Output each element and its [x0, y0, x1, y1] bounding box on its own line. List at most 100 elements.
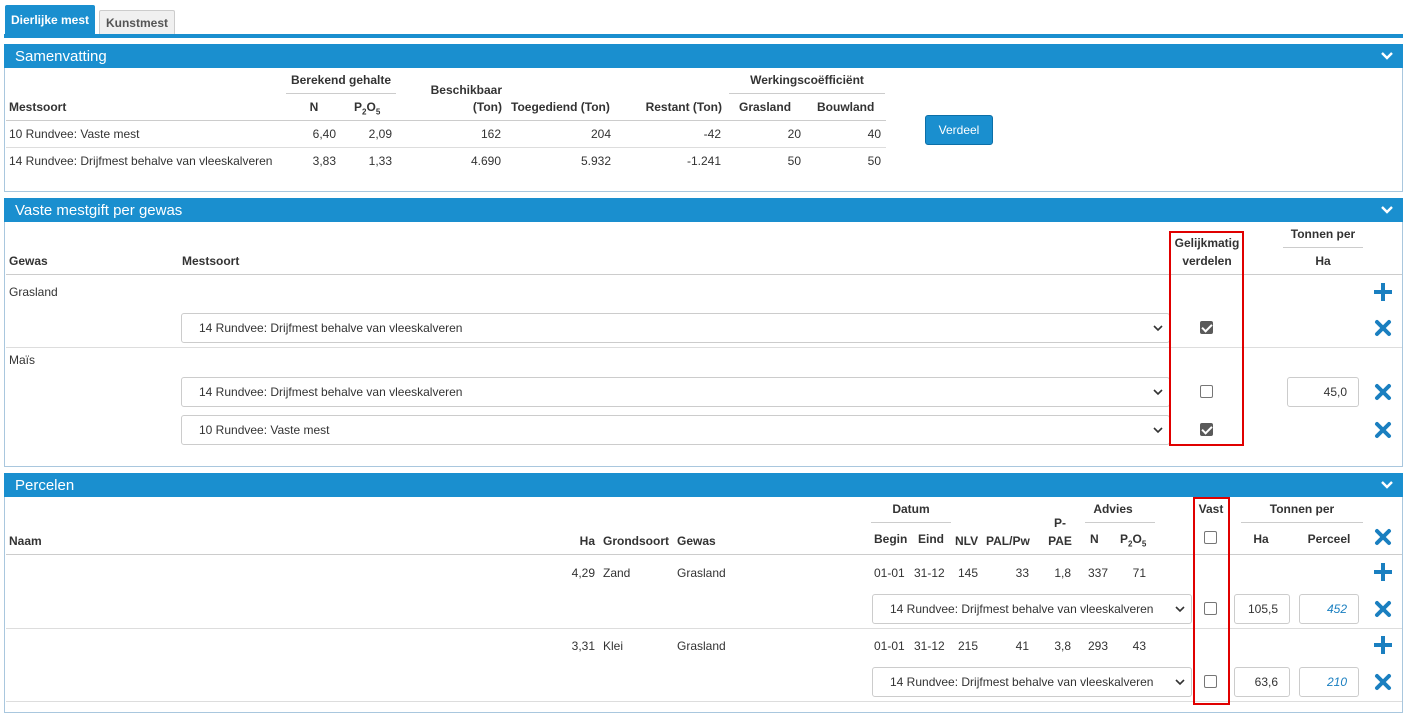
vast-all-checkbox[interactable] — [1204, 531, 1217, 544]
header-gewas: Gewas — [9, 254, 48, 268]
plus-icon[interactable] — [1373, 562, 1393, 582]
cell-p2o5: 2,09 — [368, 127, 392, 141]
row-divider — [6, 701, 1402, 702]
select-value: 14 Rundvee: Drijfmest behalve van vleesk… — [199, 385, 463, 399]
chevron-down-icon[interactable] — [1381, 51, 1393, 61]
cell-n: 337 — [1088, 566, 1109, 580]
close-icon[interactable] — [1374, 600, 1392, 618]
select-value: 14 Rundvee: Drijfmest behalve van vleesk… — [890, 602, 1154, 616]
cell-beschikbaar: 162 — [480, 127, 501, 141]
cell-grasland: 50 — [787, 154, 801, 168]
cell-eind: 31-12 — [914, 639, 945, 653]
tonnen-per-perceel-input[interactable]: 210 — [1299, 667, 1359, 697]
cell-grondsoort: Klei — [603, 639, 624, 653]
vast-checkbox[interactable] — [1204, 602, 1217, 615]
header-restant: Restant (Ton) — [645, 100, 722, 114]
header-divider — [1085, 522, 1155, 523]
samenvatting-header[interactable]: Samenvatting — [4, 44, 1403, 68]
header-divider — [871, 522, 951, 523]
tab-underline — [4, 34, 1403, 38]
tonnen-per-ha-input[interactable]: 105,5 — [1234, 594, 1290, 624]
cell-beschikbaar: 4.690 — [470, 154, 501, 168]
cell-p2o5: 1,33 — [368, 154, 392, 168]
panel-title: Samenvatting — [15, 47, 107, 65]
cell-nlv: 215 — [958, 639, 979, 653]
chevron-down-icon[interactable] — [1381, 205, 1393, 215]
table-header-divider — [6, 554, 1402, 555]
vaste-mestgift-header[interactable]: Vaste mestgift per gewas — [4, 198, 1403, 222]
close-icon[interactable] — [1374, 383, 1392, 401]
mestsoort-select[interactable]: 14 Rundvee: Drijfmest behalve van vleesk… — [181, 377, 1170, 407]
header-p2o5: P2O5 — [1120, 532, 1147, 549]
select-arrow-icon — [1175, 606, 1185, 613]
mestsoort-select[interactable]: 14 Rundvee: Drijfmest behalve van vleesk… — [872, 667, 1192, 697]
header-ha: Ha — [579, 534, 595, 548]
row-divider — [6, 147, 886, 148]
cell-restant: -42 — [703, 127, 721, 141]
close-icon[interactable] — [1374, 528, 1392, 546]
mestsoort-select[interactable]: 14 Rundvee: Drijfmest behalve van vleesk… — [181, 313, 1170, 343]
close-icon[interactable] — [1374, 673, 1392, 691]
plus-icon[interactable] — [1373, 282, 1393, 302]
header-mestsoort: Mestsoort — [9, 100, 67, 114]
header-n: N — [309, 100, 319, 114]
tab-bar: Dierlijke mest Kunstmest — [0, 0, 1405, 38]
gelijkmatig-checkbox[interactable] — [1200, 321, 1213, 334]
group-gewas: Grasland — [9, 285, 58, 299]
cell-ha: 3,31 — [571, 639, 595, 653]
cell-p-pae: 1,8 — [1054, 566, 1071, 580]
verdeel-button[interactable]: Verdeel — [925, 115, 993, 145]
header-berekend-gehalte: Berekend gehalte — [290, 73, 392, 87]
cell-bouwland: 50 — [867, 154, 881, 168]
plus-icon[interactable] — [1373, 635, 1393, 655]
vast-checkbox[interactable] — [1204, 675, 1217, 688]
cell-ha: 4,29 — [571, 566, 595, 580]
select-arrow-icon — [1153, 389, 1163, 396]
header-beschikbaar-unit: (Ton) — [472, 100, 502, 114]
header-divider — [1283, 247, 1363, 248]
header-verdelen: verdelen — [1182, 254, 1232, 268]
cell-p-pae: 3,8 — [1054, 639, 1071, 653]
header-beschikbaar: Beschikbaar — [430, 83, 502, 97]
chevron-down-icon[interactable] — [1381, 480, 1393, 490]
cell-mestsoort: 10 Rundvee: Vaste mest — [9, 127, 140, 141]
header-toegediend: Toegediend (Ton) — [511, 100, 610, 114]
select-arrow-icon — [1153, 427, 1163, 434]
header-grasland: Grasland — [739, 100, 792, 114]
cell-gewas: Grasland — [677, 566, 726, 580]
cell-restant: -1.241 — [686, 154, 721, 168]
cell-n: 293 — [1088, 639, 1109, 653]
panel-title: Vaste mestgift per gewas — [15, 201, 183, 219]
header-n: N — [1090, 532, 1099, 546]
close-icon[interactable] — [1374, 421, 1392, 439]
mestsoort-select[interactable]: 10 Rundvee: Vaste mest — [181, 415, 1170, 445]
header-mestsoort: Mestsoort — [182, 254, 240, 268]
select-arrow-icon — [1153, 325, 1163, 332]
header-naam: Naam — [9, 534, 42, 548]
header-eind: Eind — [918, 532, 944, 546]
header-divider — [1241, 522, 1363, 523]
percelen-panel: Percelen Datum Advies Vast Tonnen per P-… — [4, 473, 1403, 713]
cell-mestsoort: 14 Rundvee: Drijfmest behalve van vleesk… — [9, 154, 273, 168]
cell-pal-pw: 33 — [1015, 566, 1029, 580]
cell-grasland: 20 — [787, 127, 801, 141]
header-gewas: Gewas — [677, 534, 716, 548]
cell-nlv: 145 — [958, 566, 979, 580]
percelen-header[interactable]: Percelen — [4, 473, 1403, 497]
tonnen-per-perceel-input[interactable]: 452 — [1299, 594, 1359, 624]
header-perceel: Perceel — [1307, 532, 1351, 546]
select-value: 10 Rundvee: Vaste mest — [199, 423, 330, 437]
select-arrow-icon — [1175, 679, 1185, 686]
gelijkmatig-checkbox[interactable] — [1200, 423, 1213, 436]
tonnen-per-ha-input[interactable]: 63,6 — [1234, 667, 1290, 697]
header-gelijkmatig: Gelijkmatig — [1174, 236, 1240, 250]
header-tonnen-per: Tonnen per — [1269, 502, 1335, 516]
tab-kunstmest[interactable]: Kunstmest — [99, 10, 175, 34]
tonnen-per-ha-input[interactable]: 45,0 — [1287, 377, 1359, 407]
gelijkmatig-checkbox[interactable] — [1200, 385, 1213, 398]
tab-dierlijke-mest[interactable]: Dierlijke mest — [5, 5, 95, 34]
header-bouwland: Bouwland — [817, 100, 875, 114]
mestsoort-select[interactable]: 14 Rundvee: Drijfmest behalve van vleesk… — [872, 594, 1192, 624]
close-icon[interactable] — [1374, 319, 1392, 337]
cell-toegediend: 5.932 — [580, 154, 611, 168]
